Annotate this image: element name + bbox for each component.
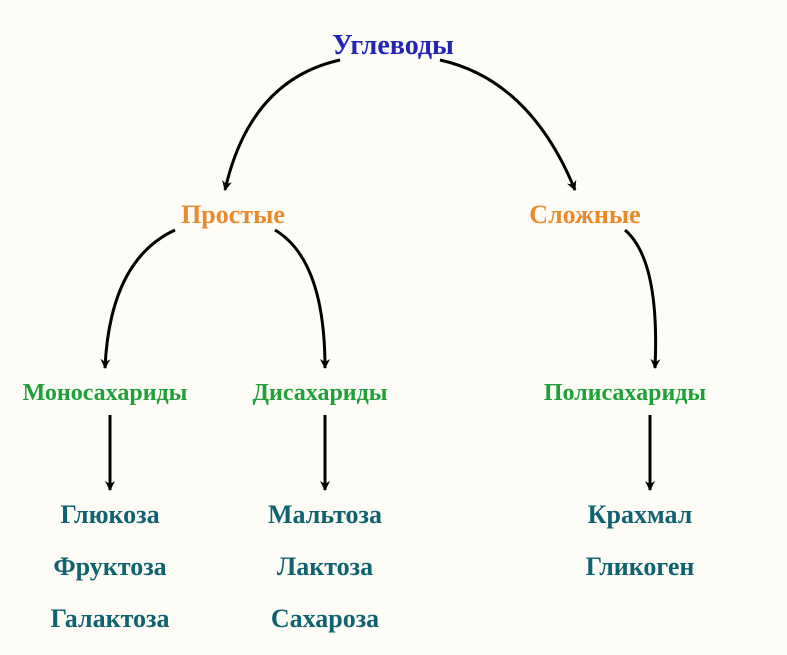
node-di: Дисахариды	[252, 380, 387, 407]
leaf-glycogen: Гликоген	[586, 552, 695, 582]
node-simple: Простые	[181, 200, 285, 230]
leaf-lactose: Лактоза	[277, 552, 373, 582]
node-root: Углеводы	[332, 30, 454, 62]
leaf-glucose: Глюкоза	[60, 500, 159, 530]
diagram-canvas: Углеводы Простые Сложные Моносахариды Ди…	[0, 0, 787, 655]
leaf-maltose: Мальтоза	[268, 500, 382, 530]
leaf-fructose: Фруктоза	[53, 552, 166, 582]
node-mono: Моносахариды	[23, 380, 188, 407]
leaf-starch: Крахмал	[588, 500, 693, 530]
leaf-sucrose: Сахароза	[271, 604, 379, 634]
leaf-galactose: Галактоза	[51, 604, 170, 634]
node-complex: Сложные	[529, 200, 640, 230]
node-poly: Полисахариды	[544, 380, 706, 407]
